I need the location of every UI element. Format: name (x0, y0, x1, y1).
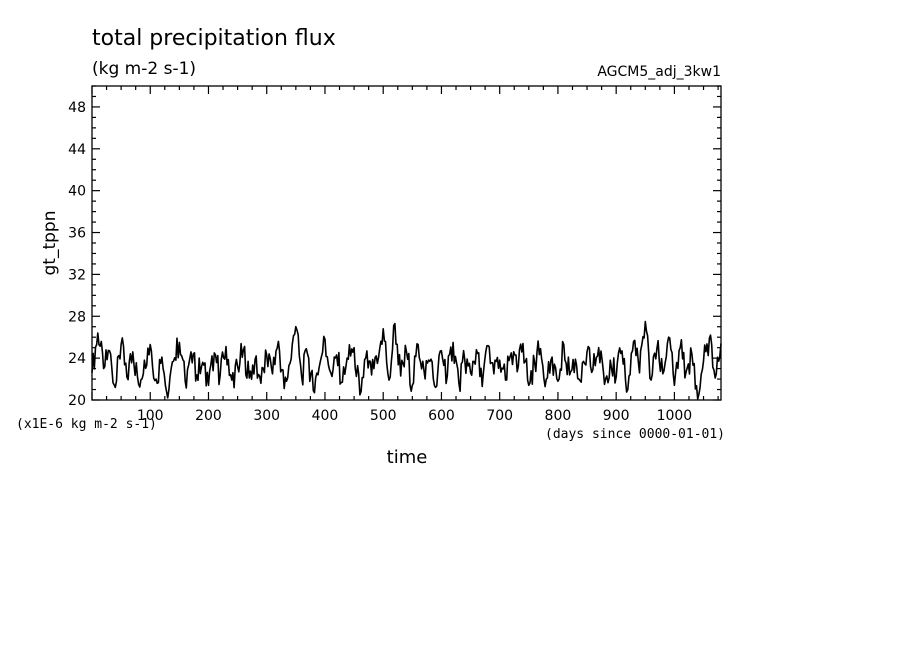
x-unit-note: (days since 0000-01-01) (545, 427, 725, 442)
y-tick-label: 32 (68, 267, 86, 283)
x-tick-label: 500 (370, 408, 397, 424)
plot-frame (91, 85, 722, 401)
chart-title: total precipitation flux (92, 26, 336, 51)
x-tick-label: 200 (195, 408, 222, 424)
x-tick-label: 900 (603, 408, 630, 424)
precipitation-series-line (91, 320, 722, 400)
y-tick-label: 28 (68, 309, 86, 325)
y-axis-label: gt_tppn (40, 211, 60, 276)
x-tick-label: 700 (486, 408, 513, 424)
x-tick-label: 300 (253, 408, 280, 424)
x-tick-label: 600 (428, 408, 455, 424)
x-tick-label: 800 (545, 408, 572, 424)
y-tick-label: 44 (68, 142, 86, 158)
x-tick-label: 400 (312, 408, 339, 424)
y-tick-label: 36 (68, 226, 86, 242)
chart-subtitle: (kg m-2 s-1) (92, 59, 196, 79)
y-unit-note: (x1E-6 kg m-2 s-1) (16, 417, 157, 432)
tick-labels: 20 24 28 32 36 40 44 48 100 200 300 400 500 600 700 800… (68, 100, 692, 424)
x-axis-label: time (387, 447, 428, 468)
y-tick-label: 48 (68, 100, 86, 116)
x-tick-label: 100 (137, 408, 164, 424)
y-tick-label: 40 (68, 184, 86, 200)
x-tick-label: 1000 (657, 408, 693, 424)
y-tick-label: 24 (68, 351, 86, 367)
run-label: AGCM5_adj_3kw1 (597, 64, 721, 80)
y-tick-label: 20 (68, 393, 86, 409)
axis-ticks (91, 85, 721, 401)
